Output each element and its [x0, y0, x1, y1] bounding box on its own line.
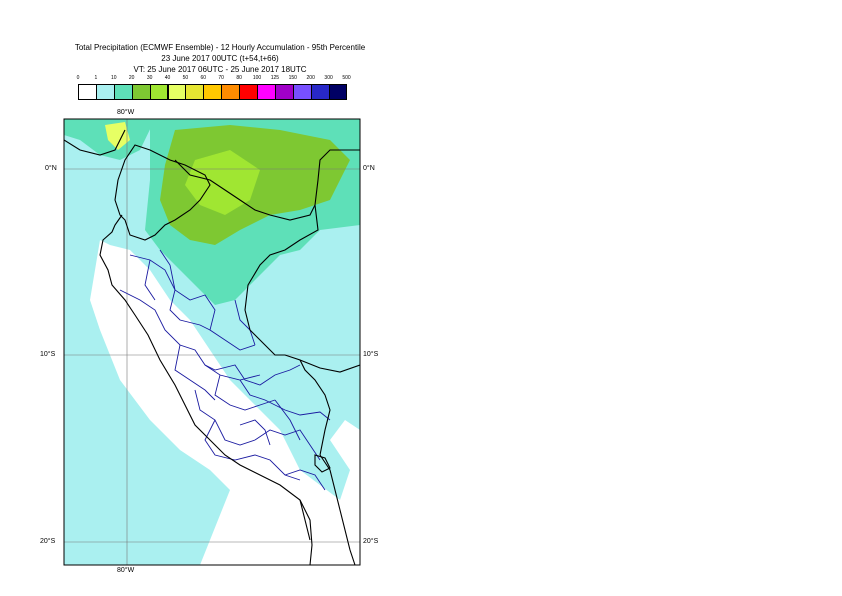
country-borders	[64, 129, 360, 565]
lat-label-right-0: 0°N	[363, 165, 375, 172]
legend-tick-label: 0	[76, 75, 80, 81]
colombia-border	[174, 149, 360, 221]
lat-label-right-10: 10°S	[363, 351, 379, 358]
lat-label-left-0: 0°N	[45, 165, 57, 172]
map-frame	[63, 118, 361, 566]
lat-label-left-10: 10°S	[40, 351, 56, 358]
legend-tick-label: 70	[218, 75, 224, 81]
legend-tick-label: 10	[111, 75, 117, 81]
legend-tick-label: 20	[128, 75, 135, 81]
precip-yellowgreen-area	[185, 150, 260, 215]
ecuador-border	[114, 144, 211, 241]
legend-tick-label: 500	[342, 75, 351, 81]
precip-light-coast	[64, 300, 230, 565]
lake-titicaca	[314, 454, 331, 473]
map-title: Total Precipitation (ECMWF Ensemble) - 1…	[74, 43, 366, 52]
legend-tick-label: 40	[164, 75, 171, 81]
lon-label-top: 80°W	[117, 109, 135, 116]
coastline	[99, 214, 313, 565]
legend-tick-label: 100	[252, 75, 262, 81]
valid-time: VT: 25 June 2017 06UTC - 25 June 2017 18…	[133, 65, 307, 74]
legend-tick-label: 200	[306, 75, 315, 81]
region-borders	[119, 249, 331, 491]
east-border	[299, 359, 360, 373]
legend-tick-label: 30	[146, 75, 153, 81]
legend-tick-label: 60	[200, 75, 207, 81]
bolivia-border	[319, 454, 356, 565]
legend-tick-label: 80	[236, 75, 242, 81]
legend-tick-label: 50	[182, 75, 189, 81]
lat-label-right-20: 20°S	[363, 538, 379, 545]
legend-tick-label: 125	[270, 75, 280, 81]
legend-tick-label: 150	[288, 75, 297, 81]
lon-label-bottom: 80°W	[117, 567, 135, 574]
run-time: 23 June 2017 00UTC (t+54,t+66)	[161, 54, 279, 63]
peru-brazil-border	[244, 204, 331, 456]
chile-border	[299, 499, 311, 541]
legend-swatch	[328, 84, 348, 100]
legend-tick-label: 300	[324, 75, 333, 81]
legend-tick-label: 1	[94, 75, 98, 81]
lat-label-left-20: 20°S	[40, 538, 56, 545]
north-coast	[64, 129, 126, 156]
precip-yellow-area	[105, 122, 130, 150]
